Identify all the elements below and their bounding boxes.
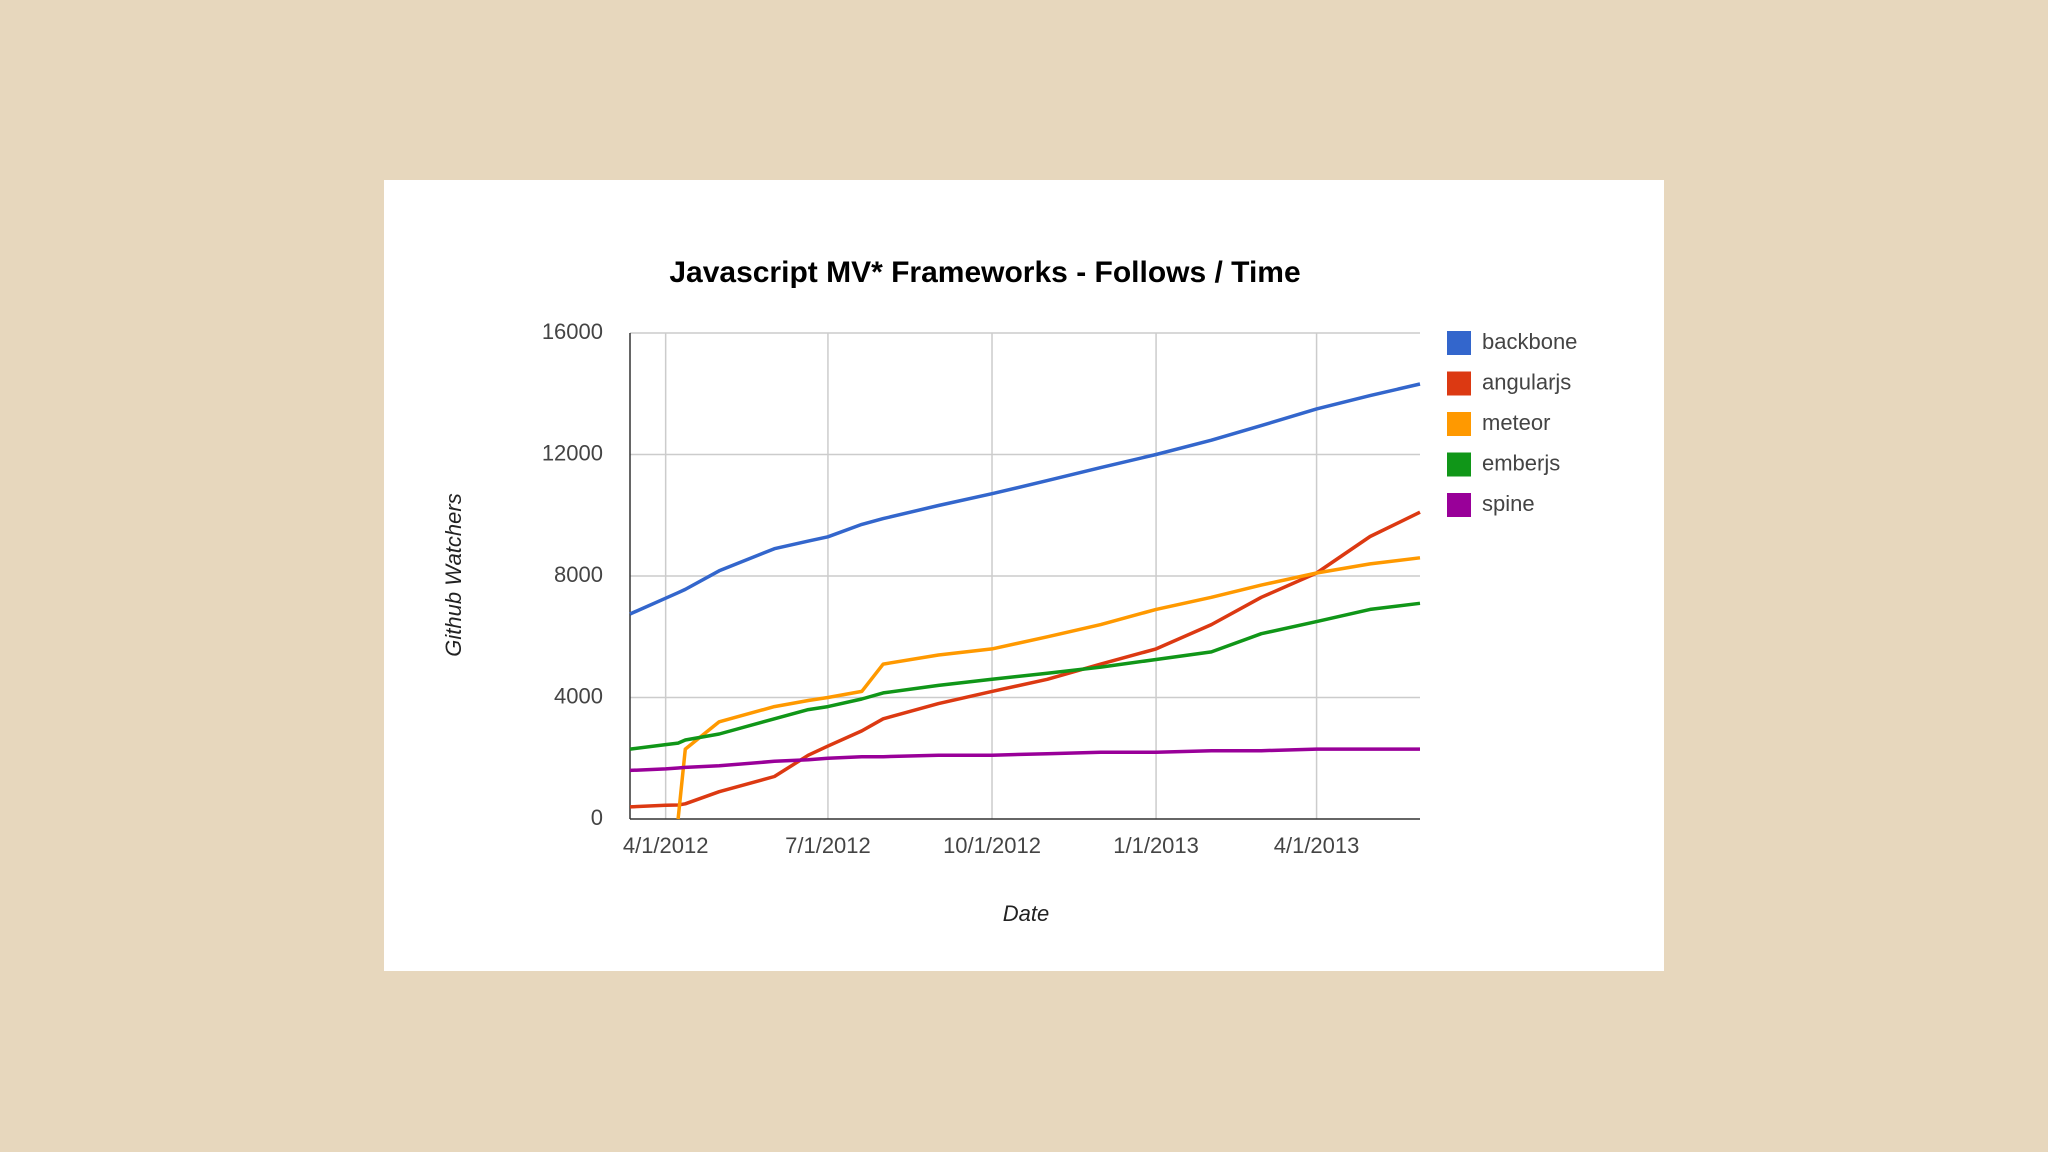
y-tick-label: 16000 [542,319,603,344]
legend-swatch [1447,371,1471,396]
chart-title: Javascript MV* Frameworks - Follows / Ti… [669,256,1300,289]
series-line [629,510,1421,809]
legend-label: angularjs [1482,369,1571,394]
legend-label: spine [1482,491,1535,516]
y-tick-label: 4000 [554,683,603,708]
legend-label: emberjs [1482,450,1560,475]
y-tick-label: 12000 [542,440,603,465]
legend-swatch [1447,493,1471,517]
legend-swatch [1447,412,1471,436]
x-tick-label: 4/1/2012 [623,833,709,858]
series-line [676,556,1421,820]
y-tick-label: 0 [591,805,603,830]
legend-label: meteor [1482,410,1550,435]
y-axis-label: Github Watchers [441,493,466,656]
series-line [629,601,1421,751]
x-tick-label: 1/1/2013 [1113,833,1199,858]
legend-swatch [1447,452,1471,477]
x-tick-label: 10/1/2012 [943,833,1041,858]
x-tick-label: 4/1/2013 [1274,833,1360,858]
x-tick-label: 7/1/2012 [785,833,871,858]
legend-swatch [1447,331,1471,355]
series-line [629,382,1421,616]
series-line [629,747,1420,773]
x-axis-label: Date [1003,901,1049,926]
legend-label: backbone [1482,329,1577,354]
y-tick-label: 8000 [554,562,603,587]
